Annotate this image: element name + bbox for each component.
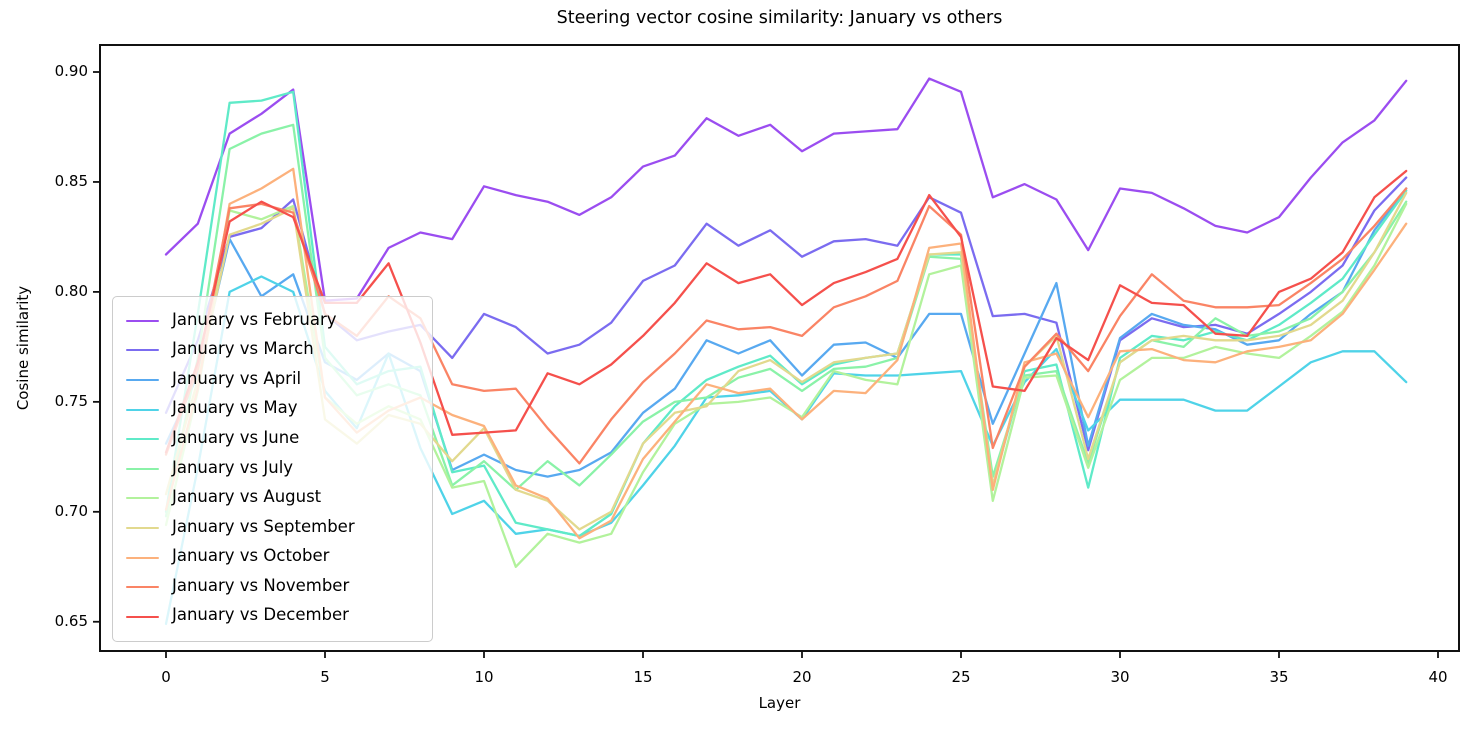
legend-label: January vs August <box>172 487 322 507</box>
legend-line-swatch <box>126 586 159 589</box>
x-tick-label-20: 20 <box>792 668 812 686</box>
legend-item-january-vs-december: January vs December <box>113 602 422 632</box>
x-tick-label-10: 10 <box>474 668 494 686</box>
plot-border <box>99 44 1460 652</box>
x-axis-label: Layer <box>758 694 801 712</box>
legend-item-january-vs-march: January vs March <box>113 336 422 366</box>
chart-title: Steering vector cosine similarity: Janua… <box>556 8 1003 28</box>
x-tick-label-35: 35 <box>1269 668 1289 686</box>
legend-item-january-vs-february: January vs February <box>113 306 422 336</box>
legend-item-january-vs-july: January vs July <box>113 454 422 484</box>
series-line-january-vs-december <box>164 169 1408 454</box>
legend-line-swatch <box>126 497 159 500</box>
legend-label: January vs May <box>172 398 298 418</box>
y-tick-label-0.85: 0.85 <box>54 171 88 190</box>
legend-item-january-vs-november: January vs November <box>113 572 422 602</box>
x-tick-label-5: 5 <box>320 668 330 686</box>
legend-line-swatch <box>126 526 159 529</box>
legend-line-swatch <box>126 408 159 411</box>
x-tick-label-0: 0 <box>161 668 171 686</box>
legend-box: January vs February January vs March Janua… <box>112 296 433 642</box>
legend-label: January vs December <box>172 605 349 625</box>
legend-line-swatch <box>126 378 159 381</box>
x-tick-label-30: 30 <box>1110 668 1130 686</box>
y-tick-label-0.70: 0.70 <box>54 501 88 520</box>
y-tick-label-0.75: 0.75 <box>54 391 88 410</box>
x-tick-label-15: 15 <box>633 668 653 686</box>
legend-line-swatch <box>126 319 159 322</box>
legend-item-january-vs-october: January vs October <box>113 543 422 573</box>
x-tick-label-40: 40 <box>1428 668 1448 686</box>
legend-line-swatch <box>126 438 159 441</box>
legend-label: January vs April <box>172 368 302 388</box>
legend-label: January vs November <box>172 575 350 595</box>
x-tick-label-25: 25 <box>951 668 971 686</box>
legend-line-swatch <box>126 467 159 470</box>
legend-item-january-vs-june: January vs June <box>113 424 422 454</box>
legend-label: January vs September <box>172 516 355 536</box>
legend-item-january-vs-april: January vs April <box>113 365 422 395</box>
legend-label: January vs October <box>172 546 330 566</box>
legend-item-january-vs-may: January vs May <box>113 395 422 425</box>
y-tick-label-0.80: 0.80 <box>54 281 88 300</box>
legend-label: January vs June <box>172 427 300 447</box>
legend-label: January vs February <box>172 309 337 329</box>
legend-line-swatch <box>126 349 159 352</box>
series-line-january-vs-february <box>164 77 1408 302</box>
legend-line-swatch <box>126 556 159 559</box>
legend-line-swatch <box>126 615 159 618</box>
legend-item-january-vs-september: January vs September <box>113 513 422 543</box>
y-tick-label-0.65: 0.65 <box>54 611 88 630</box>
legend-label: January vs July <box>172 457 294 477</box>
y-tick-label-0.90: 0.90 <box>54 62 88 80</box>
legend-item-january-vs-august: January vs August <box>113 484 422 514</box>
legend-label: January vs March <box>172 339 314 359</box>
